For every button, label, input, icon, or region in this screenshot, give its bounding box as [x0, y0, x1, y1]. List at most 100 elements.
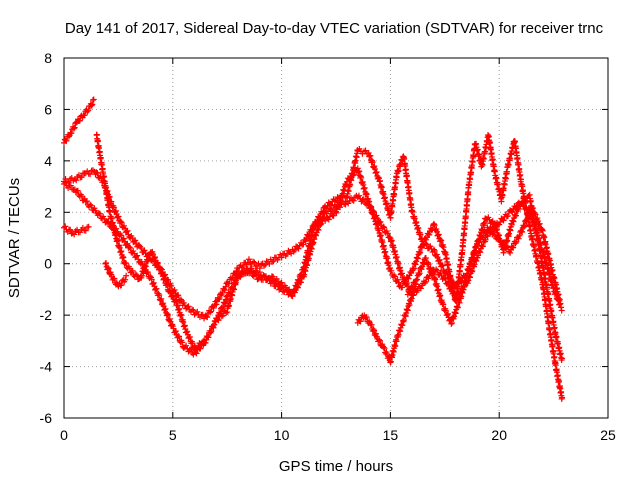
- y-tick-label: -4: [40, 359, 53, 375]
- data-point: [507, 249, 514, 256]
- data-point: [253, 272, 260, 279]
- data-point: [440, 244, 447, 251]
- data-point: [262, 261, 269, 268]
- data-point: [416, 270, 423, 277]
- data-point: [78, 174, 85, 181]
- data-point: [157, 266, 164, 273]
- data-point: [440, 301, 447, 308]
- data-series-track-6: [102, 259, 130, 290]
- data-point: [147, 273, 154, 280]
- data-point: [433, 225, 440, 232]
- y-axis-label: SDTVAR / TECUs: [6, 178, 23, 298]
- data-point: [420, 241, 427, 248]
- data-point: [388, 267, 395, 274]
- data-point: [517, 201, 524, 208]
- data-point: [558, 304, 565, 311]
- data-point: [160, 300, 167, 307]
- data-point: [238, 264, 245, 271]
- data-point: [295, 245, 302, 252]
- data-point: [164, 311, 171, 318]
- data-point: [342, 201, 349, 208]
- data-point: [210, 324, 217, 331]
- data-point: [436, 256, 443, 263]
- data-point: [160, 276, 167, 283]
- data-point: [223, 309, 230, 316]
- data-point: [263, 258, 270, 265]
- data-point: [515, 205, 522, 212]
- data-point: [219, 312, 226, 319]
- data-point: [422, 255, 429, 262]
- data-point: [62, 223, 69, 230]
- data-point: [414, 276, 421, 283]
- data-point: [85, 223, 92, 230]
- data-point: [377, 218, 384, 225]
- data-point: [298, 271, 305, 278]
- data-point: [539, 226, 546, 233]
- data-point: [381, 345, 388, 352]
- data-point: [208, 328, 215, 335]
- data-point: [168, 322, 175, 329]
- x-tick-label: 20: [491, 427, 507, 443]
- data-point: [277, 280, 284, 287]
- data-point: [204, 314, 211, 321]
- data-point: [430, 246, 437, 253]
- data-point: [509, 217, 516, 224]
- data-series-track-5: [93, 131, 566, 402]
- data-point: [67, 182, 74, 189]
- data-point: [83, 198, 90, 205]
- data-point: [363, 314, 370, 321]
- data-point: [151, 255, 158, 262]
- chart-title: Day 141 of 2017, Sidereal Day-to-day VTE…: [65, 20, 604, 37]
- data-point: [120, 235, 127, 242]
- data-point: [250, 258, 257, 265]
- data-point: [259, 277, 266, 284]
- data-point: [169, 292, 176, 299]
- data-point: [357, 318, 364, 325]
- y-tick-label: 6: [44, 101, 52, 117]
- data-point: [399, 270, 406, 277]
- data-point: [117, 218, 124, 225]
- data-point: [127, 244, 134, 251]
- data-point: [285, 247, 292, 254]
- data-point: [89, 101, 96, 108]
- data-point: [438, 261, 445, 268]
- data-point: [124, 240, 131, 247]
- data-point: [302, 238, 309, 245]
- data-point: [270, 273, 277, 280]
- data-point: [90, 96, 97, 103]
- data-point: [186, 333, 193, 340]
- data-point: [311, 223, 318, 230]
- data-point: [484, 233, 491, 240]
- data-point: [381, 224, 388, 231]
- y-tick-label: -6: [40, 410, 53, 426]
- data-point: [115, 213, 122, 220]
- data-point: [328, 201, 335, 208]
- data-point: [238, 272, 245, 279]
- data-point: [138, 245, 145, 252]
- data-point: [370, 326, 377, 333]
- data-point: [519, 229, 526, 236]
- data-point: [179, 339, 186, 346]
- data-point: [515, 235, 522, 242]
- data-point: [513, 238, 520, 245]
- data-point: [123, 228, 130, 235]
- data-point: [415, 271, 422, 278]
- data-point: [475, 252, 482, 259]
- data-point: [373, 330, 380, 337]
- y-tick-label: 2: [44, 204, 52, 220]
- data-point: [420, 240, 427, 247]
- data-point: [105, 265, 112, 272]
- data-point: [270, 258, 277, 265]
- data-series-track-4: [61, 223, 92, 238]
- data-point: [132, 271, 139, 278]
- data-point: [559, 394, 566, 401]
- data-point: [412, 280, 419, 287]
- data-point: [185, 335, 192, 342]
- data-point: [153, 285, 160, 292]
- data-point: [296, 277, 303, 284]
- data-point: [96, 210, 103, 217]
- data-series-track-2: [61, 179, 565, 358]
- data-point: [74, 187, 81, 194]
- data-point: [512, 212, 519, 219]
- data-point: [289, 293, 296, 300]
